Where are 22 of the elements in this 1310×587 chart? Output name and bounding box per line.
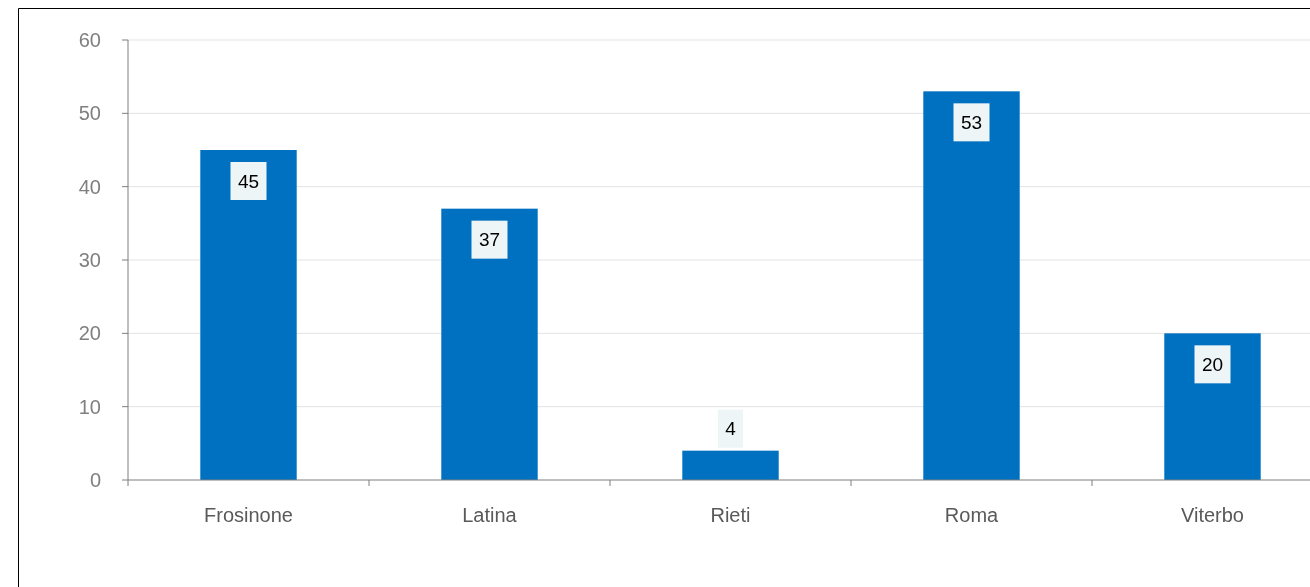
bar — [1164, 333, 1261, 480]
data-label: 53 — [960, 111, 983, 133]
x-tick-label: Latina — [462, 504, 518, 526]
y-tick-label: 40 — [78, 175, 101, 198]
bar — [682, 450, 779, 480]
y-tick-label: 10 — [78, 395, 101, 418]
y-tick-label: 30 — [78, 249, 101, 271]
x-tick-label: Viterbo — [1180, 504, 1245, 526]
x-tick-label: Frosinone — [204, 504, 293, 526]
y-tick-label: 50 — [78, 102, 101, 125]
bar — [923, 91, 1020, 480]
y-tick-label: 0 — [89, 469, 101, 491]
data-label: 20 — [1201, 353, 1224, 375]
y-tick-label: 20 — [78, 322, 101, 345]
bar — [200, 150, 297, 480]
data-label: 37 — [478, 229, 501, 251]
y-tick-label: 60 — [78, 29, 101, 51]
x-tick-label: Roma — [944, 504, 1000, 526]
x-tick-label: Rieti — [710, 504, 751, 526]
bar — [441, 208, 538, 480]
data-label: 45 — [237, 170, 260, 192]
data-label: 4 — [725, 418, 737, 440]
